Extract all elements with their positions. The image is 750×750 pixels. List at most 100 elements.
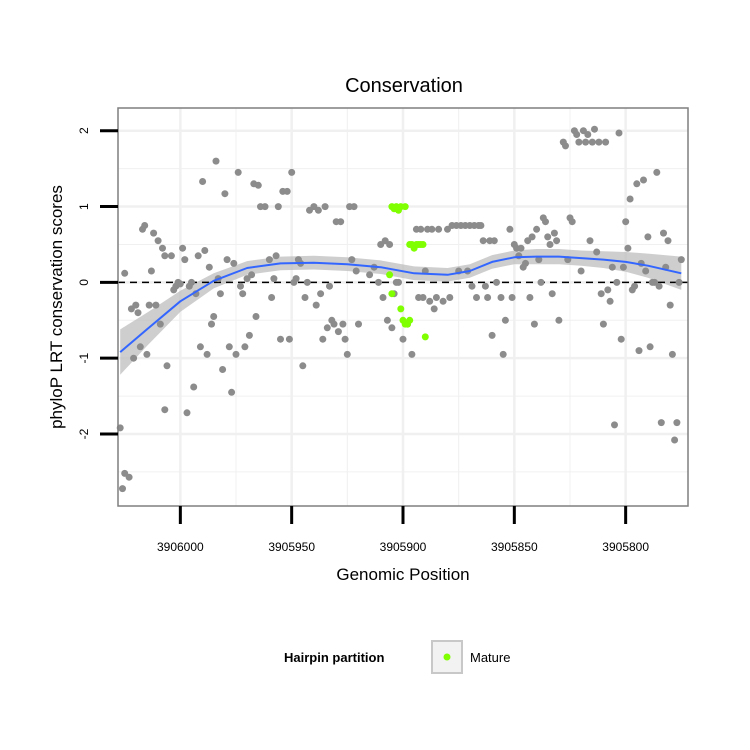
- other-point: [326, 282, 333, 290]
- other-point: [591, 125, 598, 133]
- other-point: [608, 263, 616, 271]
- other-point: [143, 350, 151, 358]
- other-point: [642, 267, 650, 275]
- other-point: [535, 256, 543, 264]
- other-point: [285, 335, 293, 343]
- other-point: [156, 320, 164, 328]
- other-point: [132, 301, 140, 309]
- mature-point: [421, 333, 429, 341]
- other-point: [339, 320, 347, 328]
- other-point: [428, 225, 436, 233]
- other-point: [241, 343, 249, 351]
- other-point: [553, 237, 561, 245]
- other-point: [501, 316, 509, 324]
- other-point: [386, 241, 394, 248]
- y-axis: -2 -1 0 1 2: [77, 127, 118, 439]
- other-point: [323, 324, 331, 332]
- mature-point: [397, 305, 405, 313]
- mature-point: [419, 241, 427, 248]
- other-point: [488, 331, 496, 339]
- other-point: [573, 131, 581, 138]
- other-point: [223, 256, 231, 264]
- other-point: [430, 305, 438, 313]
- other-point: [593, 248, 601, 256]
- other-point: [188, 278, 195, 286]
- other-point: [577, 267, 585, 275]
- other-point: [419, 294, 427, 301]
- other-point: [254, 181, 262, 189]
- other-point: [219, 366, 227, 373]
- other-point: [499, 350, 507, 358]
- other-point: [205, 263, 213, 271]
- other-point: [550, 229, 558, 237]
- other-point: [152, 301, 160, 309]
- other-point: [245, 331, 253, 339]
- other-point: [432, 294, 440, 301]
- other-point: [671, 436, 679, 444]
- y-tick-label: -2: [77, 428, 91, 439]
- other-point: [379, 294, 387, 301]
- other-point: [395, 278, 402, 286]
- other-point: [303, 278, 311, 286]
- legend: Hairpin partition Mature: [284, 640, 510, 674]
- other-point: [194, 252, 202, 260]
- chart-title: Conservation: [345, 75, 463, 97]
- other-point: [586, 237, 594, 245]
- other-point: [426, 297, 434, 305]
- other-point: [383, 316, 391, 324]
- other-point: [522, 259, 529, 267]
- other-point: [653, 168, 661, 176]
- other-point: [167, 252, 175, 260]
- other-point: [595, 138, 603, 146]
- other-point: [677, 256, 685, 264]
- other-point: [675, 278, 683, 286]
- other-point: [477, 222, 485, 229]
- other-point: [533, 225, 541, 233]
- other-point: [130, 354, 138, 362]
- other-point: [468, 282, 476, 290]
- other-point: [190, 383, 198, 391]
- x-tick-label: 3905800: [602, 540, 649, 554]
- mature-point: [401, 203, 409, 211]
- other-point: [633, 180, 641, 188]
- other-point: [493, 278, 500, 286]
- other-point: [668, 350, 676, 358]
- y-tick-label: 2: [77, 127, 91, 134]
- x-tick-label: 3905900: [380, 540, 427, 554]
- other-point: [366, 271, 374, 279]
- other-point: [624, 244, 632, 252]
- other-point: [575, 138, 583, 146]
- other-point: [330, 320, 338, 328]
- other-point: [626, 195, 634, 203]
- other-point: [150, 229, 158, 237]
- smooth-line-group: [119, 255, 682, 353]
- x-axis-title: Genomic Position: [336, 565, 469, 584]
- x-axis: 3906000 3905950 3905900 3905850 3905800: [157, 506, 649, 554]
- other-point: [314, 206, 322, 214]
- other-point: [161, 406, 169, 414]
- y-tick-label: 0: [77, 279, 91, 286]
- other-point: [622, 218, 630, 226]
- other-point: [317, 290, 325, 298]
- other-point: [181, 256, 189, 264]
- other-point: [201, 247, 209, 254]
- other-point: [216, 290, 224, 298]
- other-point: [602, 138, 610, 146]
- other-point: [221, 190, 229, 198]
- other-point: [439, 297, 447, 305]
- other-point: [196, 343, 204, 351]
- legend-title: Hairpin partition: [284, 650, 384, 665]
- other-point: [657, 419, 665, 427]
- other-point: [348, 256, 356, 264]
- other-point: [283, 187, 291, 195]
- other-point: [537, 278, 545, 286]
- other-point: [334, 328, 342, 336]
- other-point: [252, 313, 260, 320]
- other-point: [237, 282, 244, 290]
- other-point: [417, 225, 425, 233]
- y-tick-label: 1: [77, 203, 91, 210]
- other-point: [375, 278, 382, 286]
- other-point: [277, 335, 284, 343]
- other-point: [319, 335, 327, 343]
